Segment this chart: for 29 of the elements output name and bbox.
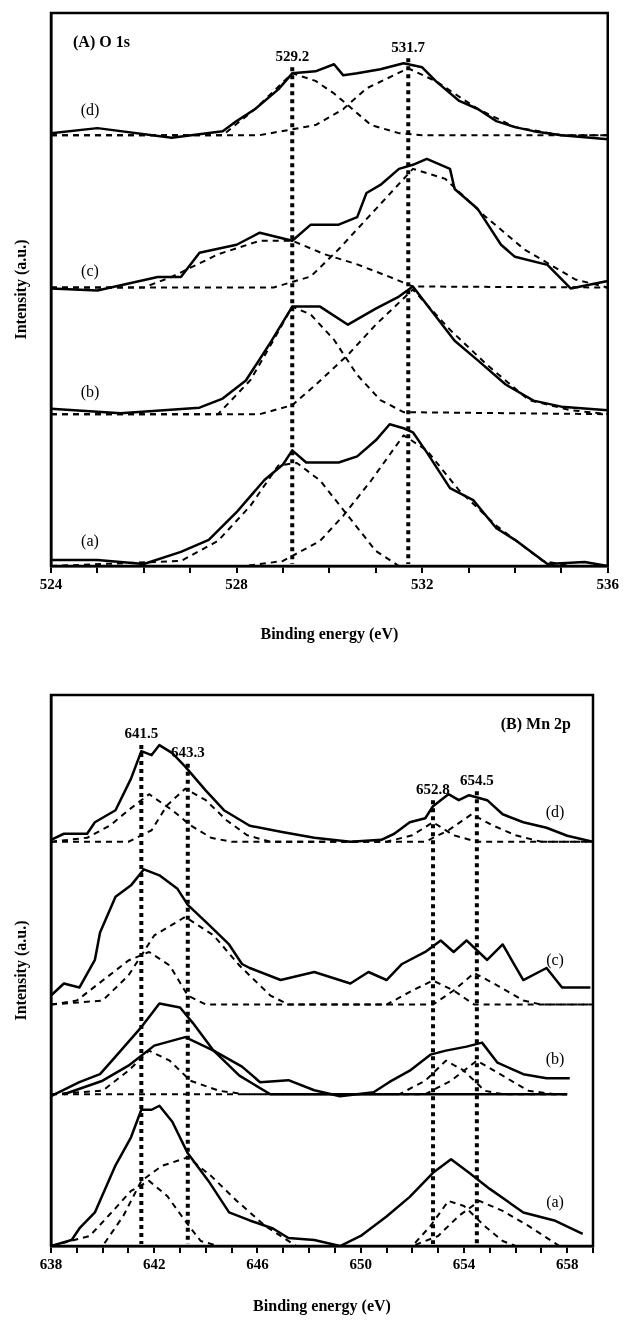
series-label: (b): [80, 383, 100, 402]
series-label: (a): [81, 532, 99, 551]
x-tick-label: 528: [225, 575, 248, 592]
y-axis-title: Intensity (a.u.): [11, 920, 30, 1021]
series-label: (d): [80, 101, 100, 120]
x-tick-label: 524: [39, 575, 63, 592]
series-label: (c): [546, 950, 564, 969]
x-axis-title: Binding energy (eV): [253, 1296, 391, 1315]
x-tick-label: 654: [452, 1255, 476, 1272]
x-tick-label: 536: [596, 575, 620, 592]
series-label: (b): [545, 1050, 565, 1069]
x-axis-title: Binding energy (eV): [260, 624, 399, 643]
chart-title: (A) O 1s: [73, 33, 130, 51]
ref-line-label: 641.5: [124, 725, 159, 742]
x-tick-label: 638: [39, 1255, 63, 1272]
x-tick-label: 532: [410, 575, 434, 592]
series-label: (a): [546, 1193, 564, 1212]
ref-line-label: 652.8: [416, 780, 450, 797]
ref-line-label: 654.5: [459, 771, 494, 788]
x-tick-label: 650: [349, 1255, 372, 1272]
chart-title: (B) Mn 2p: [500, 715, 572, 733]
x-tick-label: 642: [142, 1255, 166, 1272]
series-label: (c): [81, 262, 99, 281]
y-axis-title: Intensity (a.u.): [11, 239, 30, 340]
series-label: (d): [545, 803, 565, 822]
ref-line-label: 531.7: [391, 38, 426, 55]
x-tick-label: 646: [246, 1255, 270, 1272]
x-tick-label: 658: [555, 1255, 579, 1272]
ref-line-label: 529.2: [275, 47, 310, 64]
